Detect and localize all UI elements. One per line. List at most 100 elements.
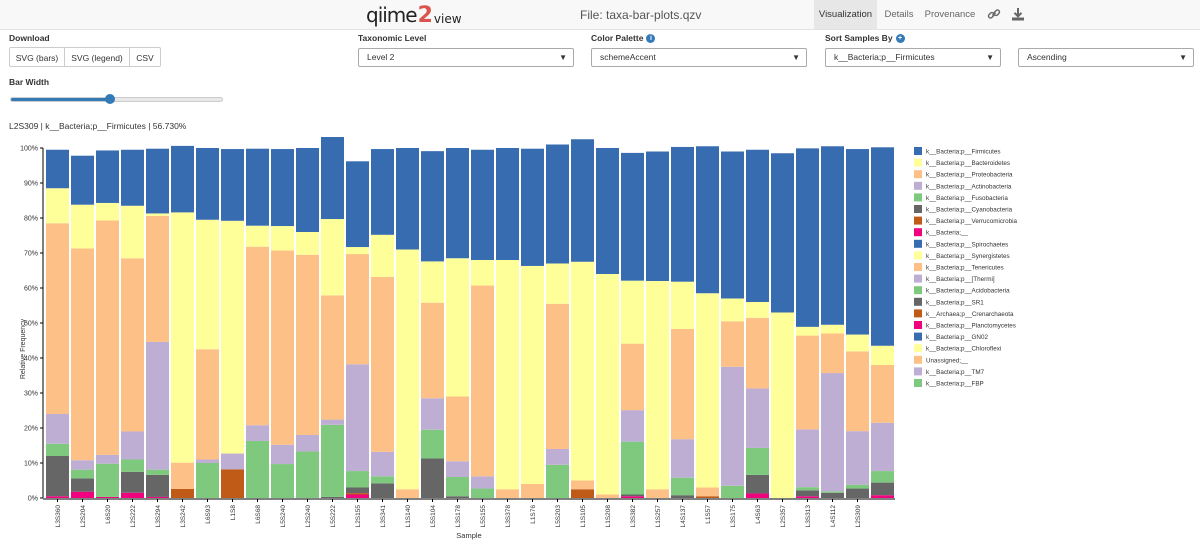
bar-segment[interactable] (821, 146, 844, 325)
bar-L3S175[interactable] (721, 151, 744, 499)
bar-segment[interactable] (46, 149, 69, 189)
qiime2-view-logo[interactable]: qiime 2 view (366, 3, 462, 28)
bar-segment[interactable] (596, 494, 619, 499)
tab-visualization[interactable]: Visualization (814, 0, 877, 29)
bar-segment[interactable] (146, 496, 169, 498)
bar-segment[interactable] (871, 471, 894, 483)
bar-segment[interactable] (646, 151, 669, 282)
bar-segment[interactable] (296, 254, 319, 435)
bar-segment[interactable] (46, 456, 69, 497)
bar-segment[interactable] (121, 431, 144, 460)
bar-segment[interactable] (346, 161, 369, 248)
bar-segment[interactable] (621, 494, 644, 497)
bar-segment[interactable] (871, 345, 894, 365)
bar-segment[interactable] (446, 477, 469, 497)
bar-segment[interactable] (321, 295, 344, 420)
bar-segment[interactable] (671, 328, 694, 440)
bar-segment[interactable] (246, 246, 269, 426)
bar-segment[interactable] (46, 223, 69, 414)
bar-L4S63[interactable] (771, 153, 794, 498)
bar-L2S204[interactable] (71, 155, 94, 498)
bar-L5S155[interactable] (471, 149, 494, 498)
bar-segment[interactable] (96, 463, 119, 497)
bar-segment[interactable] (221, 149, 244, 221)
bar-segment[interactable] (196, 148, 219, 220)
bar-segment[interactable] (521, 148, 544, 266)
info-icon[interactable]: i (646, 34, 656, 44)
bar-segment[interactable] (721, 298, 744, 322)
bar-segment[interactable] (96, 454, 119, 464)
bar-segment[interactable] (71, 155, 94, 205)
bar-segment[interactable] (871, 147, 894, 346)
bar-segment[interactable] (146, 213, 169, 216)
bar-segment[interactable] (146, 469, 169, 475)
bar-segment[interactable] (371, 234, 394, 277)
bar-segment[interactable] (246, 225, 269, 247)
bar-segment[interactable] (71, 460, 94, 470)
bar-segment[interactable] (671, 146, 694, 282)
taxonomic-level-select[interactable]: Level 2 ▼ (358, 48, 574, 67)
bar-segment[interactable] (246, 148, 269, 226)
bar-segment[interactable] (796, 429, 819, 488)
bar-segment[interactable] (796, 326, 819, 336)
bar-segment[interactable] (846, 351, 869, 432)
bar-segment[interactable] (371, 476, 394, 484)
bar-segment[interactable] (171, 145, 194, 213)
bar-segment[interactable] (71, 469, 94, 479)
download-csv-button[interactable]: CSV (129, 47, 161, 67)
bar-segment[interactable] (471, 260, 494, 286)
bar-segment[interactable] (346, 247, 369, 255)
bar-segment[interactable] (321, 137, 344, 220)
bar-segment[interactable] (471, 476, 494, 489)
bar-segment[interactable] (571, 480, 594, 490)
bar-segment[interactable] (596, 148, 619, 274)
bar-segment[interactable] (796, 496, 819, 498)
bar-segment[interactable] (821, 324, 844, 334)
bar-segment[interactable] (321, 219, 344, 296)
bar-L4S63[interactable] (746, 149, 769, 498)
bar-segment[interactable] (146, 474, 169, 497)
bar-segment[interactable] (221, 453, 244, 470)
bar-segment[interactable] (846, 334, 869, 352)
bar-segment[interactable] (96, 202, 119, 221)
bar-segment[interactable] (271, 226, 294, 251)
bar-segment[interactable] (271, 149, 294, 227)
bar-segment[interactable] (246, 425, 269, 441)
sort-samples-select[interactable]: k__Bacteria;p__Firmicutes ▼ (825, 48, 1001, 67)
bar-L4S112[interactable] (846, 149, 869, 498)
bar-segment[interactable] (396, 148, 419, 250)
bar-segment[interactable] (371, 276, 394, 452)
bar-segment[interactable] (321, 424, 344, 497)
bar-segment[interactable] (621, 152, 644, 281)
bar-L2S155[interactable] (346, 161, 369, 498)
download-svg-bars-button[interactable]: SVG (bars) (9, 47, 65, 67)
bar-segment[interactable] (296, 435, 319, 452)
bar-segment[interactable] (771, 153, 794, 313)
bar-segment[interactable] (396, 249, 419, 490)
bar-segment[interactable] (746, 317, 769, 389)
bar-segment[interactable] (346, 364, 369, 472)
bar-segment[interactable] (421, 398, 444, 430)
bar-segment[interactable] (696, 146, 719, 294)
bar-segment[interactable] (746, 493, 769, 498)
add-sort-icon[interactable]: + (895, 34, 905, 44)
tab-provenance[interactable]: Provenance (924, 9, 976, 20)
bar-L3S313[interactable] (821, 146, 844, 498)
link-icon[interactable] (986, 6, 1002, 22)
color-palette-select[interactable]: schemeAccent ▼ (591, 48, 807, 67)
bar-segment[interactable] (596, 274, 619, 495)
bar-segment[interactable] (871, 422, 894, 472)
bar-segment[interactable] (271, 250, 294, 445)
bar-segment[interactable] (221, 220, 244, 454)
bar-segment[interactable] (571, 261, 594, 481)
bar-segment[interactable] (371, 483, 394, 498)
bar-segment[interactable] (171, 488, 194, 498)
bar-segment[interactable] (46, 414, 69, 444)
bar-segment[interactable] (421, 429, 444, 459)
bar-segment[interactable] (471, 285, 494, 477)
bar-segment[interactable] (471, 149, 494, 260)
bar-segment[interactable] (246, 440, 269, 498)
bar-L5S222[interactable] (321, 137, 344, 498)
bar-segment[interactable] (196, 349, 219, 460)
sort-order-select[interactable]: Ascending ▼ (1018, 48, 1194, 67)
